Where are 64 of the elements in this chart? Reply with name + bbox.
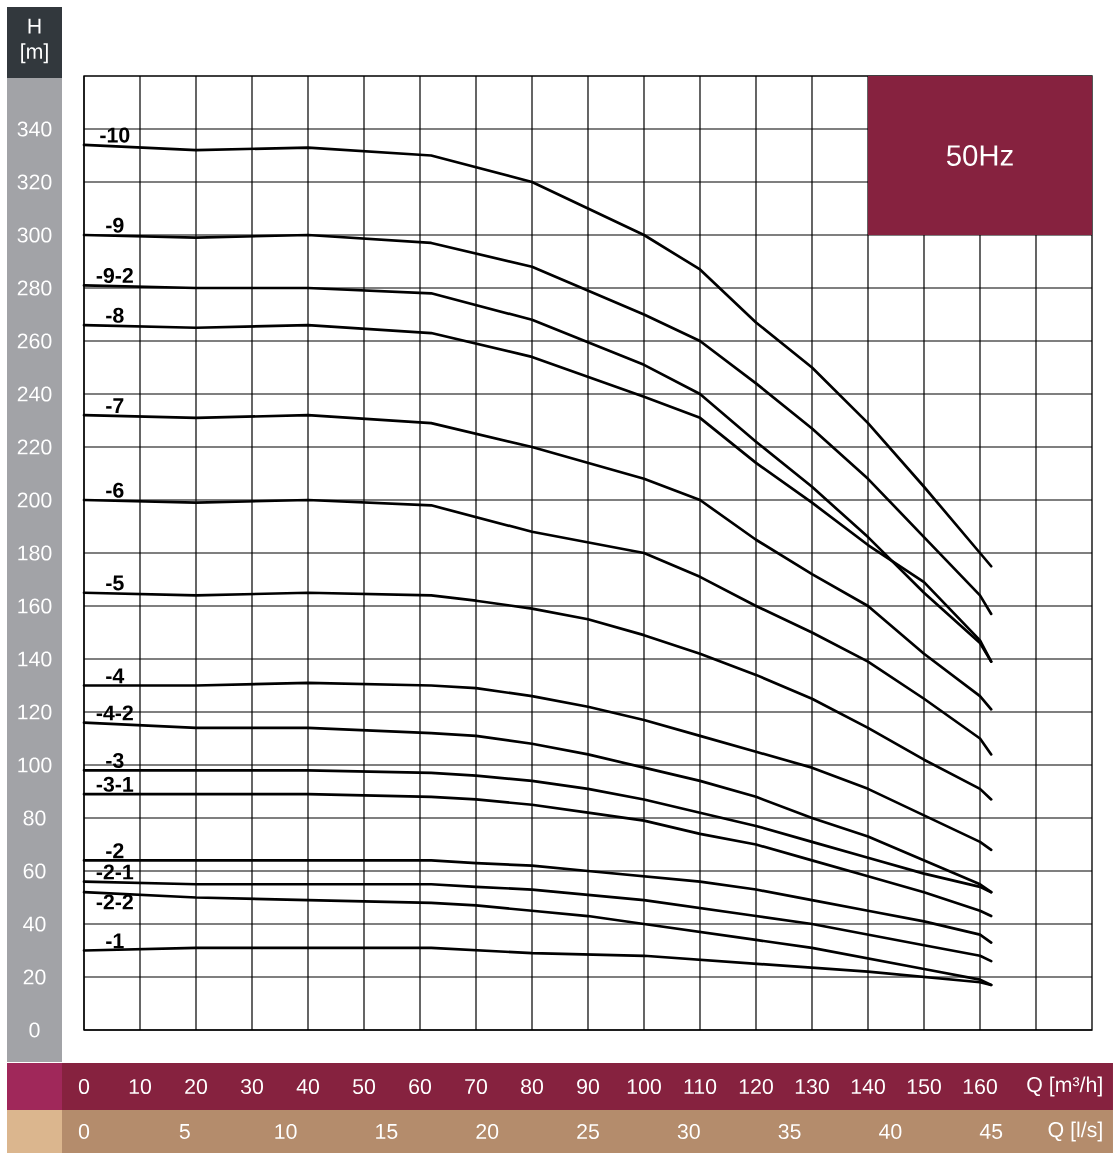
x-tick-label: 20 <box>185 1078 208 1095</box>
series-label: -2-2 <box>96 894 133 910</box>
series-label: -9-2 <box>96 267 133 284</box>
y-tick-label: 20 <box>23 969 46 985</box>
y-tick-label: 40 <box>23 916 46 932</box>
series-label: -8 <box>106 307 124 323</box>
x2-tick-label: 20 <box>476 1123 499 1140</box>
x2-tick-label: 5 <box>179 1124 190 1139</box>
y-tick-label: 80 <box>23 810 46 826</box>
y-tick-label: 280 <box>17 280 52 296</box>
y-tick-label: 100 <box>18 757 52 773</box>
x-tick-label: 30 <box>240 1078 264 1095</box>
x-tick-label: 40 <box>296 1078 320 1095</box>
x2-tick-label: 0 <box>78 1123 90 1140</box>
y-tick-label: 60 <box>23 863 46 879</box>
x2-axis-title: Q [l/s] <box>1048 1121 1102 1142</box>
x-axis-title: Q [m³/h] <box>1027 1076 1102 1097</box>
y-tick-label: 160 <box>18 598 52 614</box>
x-tick-label: 0 <box>78 1078 90 1095</box>
y-tick-label: 300 <box>17 227 52 243</box>
x2-tick-label: 30 <box>677 1123 700 1140</box>
series-label: -10 <box>100 127 130 143</box>
y-tick-label: 240 <box>17 386 52 402</box>
y-tick-label: 200 <box>17 492 52 508</box>
y-tick-label: 0 <box>29 1022 40 1038</box>
x-tick-label: 130 <box>795 1078 829 1095</box>
y-tick-label: 140 <box>18 651 52 667</box>
text: 50Hz <box>946 145 1013 166</box>
series-label: -2 <box>106 843 124 859</box>
series-label: -3-1 <box>96 776 134 792</box>
x-tick-label: 120 <box>739 1078 773 1095</box>
series-label: -2-1 <box>96 864 134 880</box>
x-tick-label: 140 <box>851 1078 885 1095</box>
series-label: -7 <box>106 398 124 413</box>
series-label: -4 <box>106 668 125 684</box>
y-tick-label: 260 <box>17 333 52 349</box>
x2-tick-label: 45 <box>979 1124 1003 1139</box>
y-tick-label: 220 <box>17 439 52 455</box>
series-label: -4-2 <box>96 705 133 721</box>
x-tick-label: 60 <box>409 1078 432 1095</box>
x-tick-label: 150 <box>907 1078 941 1095</box>
series-label: -3 <box>106 752 124 769</box>
series-label: -5 <box>106 575 124 591</box>
x-tick-label: 100 <box>627 1078 661 1095</box>
series-label: -9 <box>106 217 124 233</box>
series-label: -6 <box>106 482 124 498</box>
y-tick-label: 120 <box>18 704 52 720</box>
x-tick-label: 90 <box>577 1078 600 1095</box>
x-tick-label: 110 <box>684 1078 717 1095</box>
series-label: -1 <box>106 933 124 949</box>
x-tick-label: 80 <box>521 1078 544 1095</box>
y-tick-label: 320 <box>17 174 52 190</box>
x-tick-label: 160 <box>963 1078 997 1095</box>
x2-tick-label: 25 <box>577 1123 599 1140</box>
y-tick-label: 180 <box>18 545 52 561</box>
y-tick-label: 340 <box>17 121 52 137</box>
x-tick-label: 70 <box>465 1078 488 1095</box>
x-tick-label: 10 <box>129 1078 152 1095</box>
y-axis-title: H [m] <box>21 18 48 64</box>
x2-tick-label: 35 <box>778 1123 801 1140</box>
x-tick-label: 50 <box>352 1078 376 1095</box>
x2-tick-label: 40 <box>879 1123 902 1140</box>
x2-tick-label: 10 <box>275 1123 297 1140</box>
x2-tick-label: 15 <box>376 1124 398 1139</box>
